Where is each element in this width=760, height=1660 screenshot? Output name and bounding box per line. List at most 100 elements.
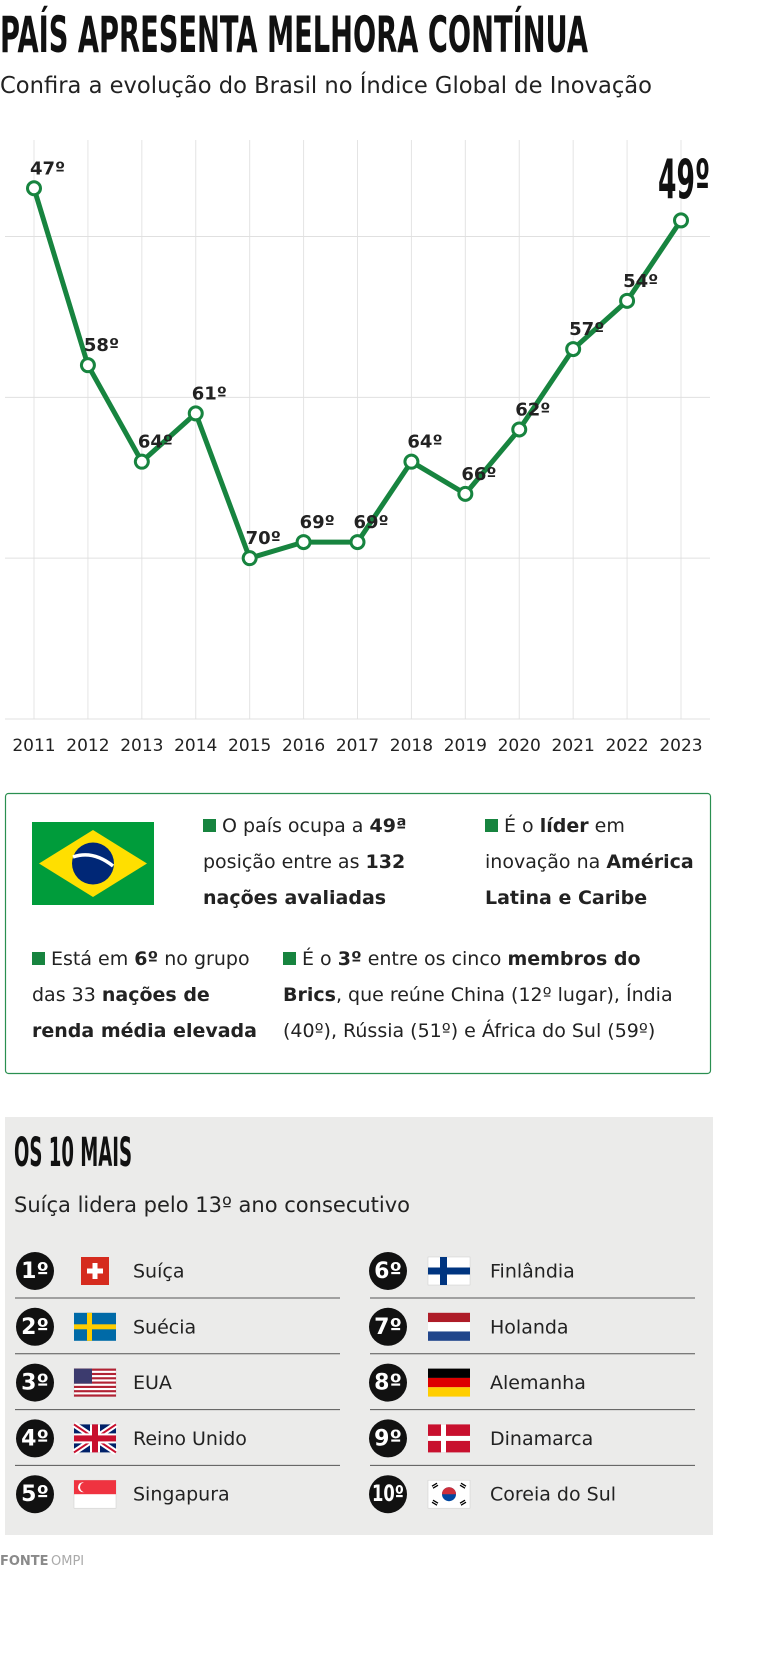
point xyxy=(26,180,42,197)
value-label: 66º xyxy=(461,464,496,485)
point xyxy=(403,453,420,470)
point xyxy=(79,357,96,374)
x-tick-label: 2018 xyxy=(390,736,433,756)
x-tick-label: 2014 xyxy=(174,736,217,756)
flag-part xyxy=(428,1368,470,1378)
info-text: , que reúne China (12º lugar), Índia (40… xyxy=(283,984,673,1042)
value-label: 47º xyxy=(30,158,65,179)
info-text: Está em xyxy=(51,948,135,970)
point xyxy=(565,341,582,358)
point xyxy=(511,421,528,438)
rank-badge xyxy=(369,1252,407,1290)
rank-label: 9º xyxy=(374,1426,402,1451)
info-text: no grupo das 33 xyxy=(32,948,250,1006)
rank-label: 3º xyxy=(21,1371,49,1396)
flag-part xyxy=(428,1267,470,1275)
flag-part xyxy=(80,1482,90,1493)
flag-part xyxy=(442,1487,456,1495)
bullet xyxy=(203,819,216,832)
info-box xyxy=(4,792,712,1075)
rank-badge xyxy=(369,1419,407,1458)
flag-part xyxy=(428,1331,470,1341)
rank-label: 5º xyxy=(21,1482,49,1507)
value-label: 70º xyxy=(246,528,281,549)
flag-part xyxy=(74,1324,116,1330)
info-item: É o 3º entre os cinco membros do Brics, … xyxy=(283,941,683,1049)
flag-band xyxy=(72,853,115,868)
title: PAÍS APRESENTA MELHORA CONTÍNUA xyxy=(0,5,588,64)
rank-badge xyxy=(16,1475,54,1514)
value-label: 54º xyxy=(623,271,658,292)
country-name: Finlândia xyxy=(490,1261,575,1283)
info-text: líder xyxy=(539,815,589,837)
rank-badge xyxy=(16,1252,54,1290)
x-tick-label: 2015 xyxy=(228,736,271,756)
info-text: 49ª xyxy=(369,815,407,837)
value-label: 64º xyxy=(407,432,442,453)
ranking-subtitle: Suíça lidera pelo 13º ano consecutivo xyxy=(14,1193,410,1217)
flag-part xyxy=(74,1368,92,1384)
flag-part xyxy=(428,1435,470,1441)
brazil-flag xyxy=(32,822,154,905)
value-label: 61º xyxy=(192,383,227,404)
rank-label: 4º xyxy=(21,1426,49,1451)
flag xyxy=(428,1368,470,1397)
flag-part xyxy=(431,1482,467,1506)
footer-source: OMPI xyxy=(51,1554,84,1569)
value-label: 69º xyxy=(354,512,389,533)
flag-part xyxy=(74,1372,116,1376)
flag xyxy=(427,1479,471,1509)
bullet xyxy=(32,952,45,965)
rank-badge xyxy=(16,1419,54,1458)
flag-part xyxy=(74,1390,116,1393)
flag-part xyxy=(74,1368,116,1371)
info-text: entre os cinco xyxy=(361,948,508,970)
flag xyxy=(81,1257,109,1285)
point xyxy=(133,453,150,470)
value-label: 57º xyxy=(569,319,604,340)
ranking-title: OS 10 MAIS xyxy=(14,1130,132,1176)
flag xyxy=(72,1421,118,1455)
rank-badge xyxy=(16,1363,54,1402)
flag xyxy=(427,1256,471,1286)
info-text: nações de renda média elevada xyxy=(32,984,257,1042)
country-name: Suécia xyxy=(133,1316,196,1338)
info-text: 3º xyxy=(337,948,362,970)
subtitle: Confira a evolução do Brasil no Índice G… xyxy=(0,71,652,99)
rank-label: 2º xyxy=(21,1315,49,1340)
info-text: É o xyxy=(302,948,338,970)
flag-globe xyxy=(72,842,114,885)
x-tick-label: 2020 xyxy=(498,736,541,756)
rank-label: 7º xyxy=(374,1315,402,1340)
x-tick-label: 2011 xyxy=(12,736,55,756)
point xyxy=(349,534,366,551)
x-tick-label: 2022 xyxy=(605,736,648,756)
country-name: Singapura xyxy=(133,1484,230,1506)
rank-badge xyxy=(369,1475,407,1514)
flag-part xyxy=(74,1394,116,1397)
x-tick-label: 2019 xyxy=(444,736,487,756)
bullet xyxy=(283,952,296,965)
rank-label: 10º xyxy=(372,1482,404,1507)
flag-part xyxy=(74,1381,116,1384)
info-text: em inovação na xyxy=(485,815,625,873)
country-name: EUA xyxy=(133,1372,172,1394)
rank-badge xyxy=(369,1307,407,1346)
point xyxy=(241,550,258,567)
info-text: 6º xyxy=(134,948,159,970)
flag-part xyxy=(74,1377,116,1380)
flag-part xyxy=(428,1322,470,1332)
flag xyxy=(73,1479,117,1509)
value-label: 58º xyxy=(84,335,119,356)
flag-part xyxy=(74,1385,116,1388)
info-text: posição entre as xyxy=(203,851,366,873)
bullet xyxy=(485,819,498,832)
x-tick-label: 2017 xyxy=(336,736,379,756)
x-tick-label: 2021 xyxy=(552,736,595,756)
rank-badge xyxy=(369,1363,407,1402)
x-tick-label: 2023 xyxy=(659,736,702,756)
x-tick-label: 2016 xyxy=(282,736,325,756)
flag-part xyxy=(87,1268,103,1274)
x-tick-label: 2012 xyxy=(66,736,109,756)
